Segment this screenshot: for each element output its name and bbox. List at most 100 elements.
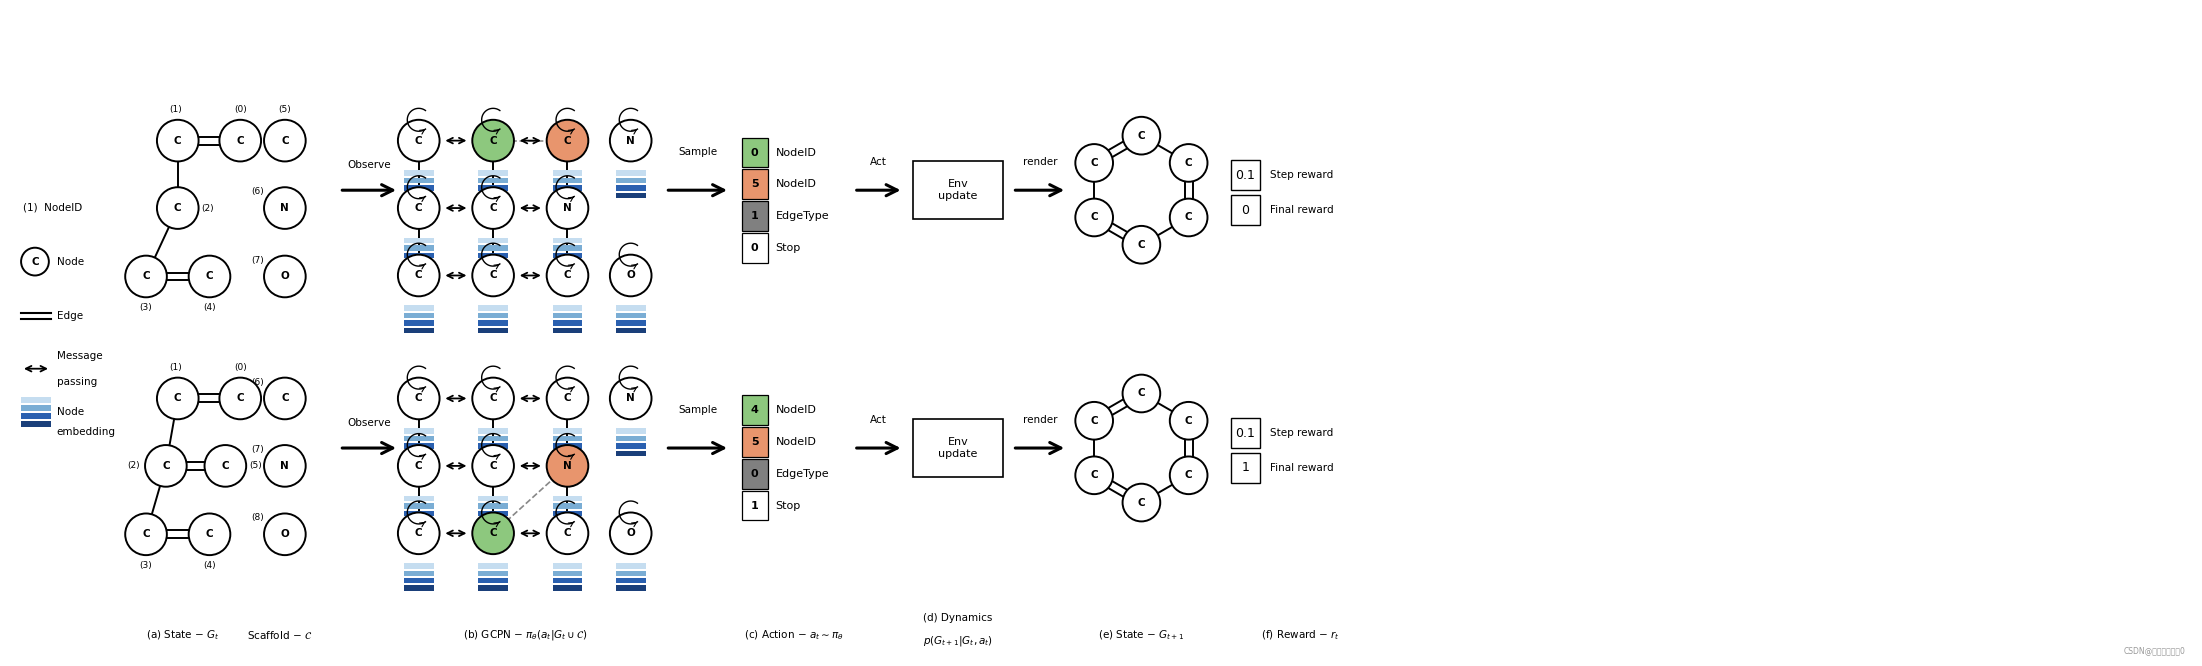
Circle shape bbox=[1169, 144, 1207, 182]
Bar bbox=[553, 320, 581, 326]
Text: (5): (5) bbox=[277, 105, 291, 114]
Bar bbox=[403, 170, 434, 176]
Text: NodeID: NodeID bbox=[775, 437, 817, 447]
Circle shape bbox=[264, 445, 306, 487]
Bar bbox=[617, 320, 645, 326]
Bar bbox=[617, 192, 645, 198]
Circle shape bbox=[126, 256, 167, 297]
Text: $p(G_{t+1}|G_t, a_t)$: $p(G_{t+1}|G_t, a_t)$ bbox=[923, 635, 993, 649]
Text: O: O bbox=[625, 528, 634, 538]
Text: Act: Act bbox=[870, 415, 887, 425]
Circle shape bbox=[156, 378, 198, 420]
Bar bbox=[617, 585, 645, 591]
Text: 0.1: 0.1 bbox=[1235, 168, 1255, 182]
Bar bbox=[553, 170, 581, 176]
Bar bbox=[403, 185, 434, 190]
Bar bbox=[553, 563, 581, 569]
Circle shape bbox=[156, 120, 198, 161]
Bar bbox=[478, 328, 509, 333]
Circle shape bbox=[264, 378, 306, 420]
Text: C: C bbox=[564, 136, 570, 146]
Circle shape bbox=[205, 445, 247, 487]
Bar bbox=[478, 436, 509, 441]
Bar bbox=[617, 450, 645, 456]
Text: Node: Node bbox=[57, 408, 84, 418]
Circle shape bbox=[126, 513, 167, 555]
Circle shape bbox=[22, 248, 48, 276]
Text: (3): (3) bbox=[139, 561, 152, 570]
Text: C: C bbox=[236, 394, 244, 404]
Text: Env
update: Env update bbox=[938, 438, 978, 459]
Bar bbox=[403, 585, 434, 591]
Text: O: O bbox=[625, 270, 634, 280]
Bar bbox=[22, 414, 51, 420]
Circle shape bbox=[1123, 226, 1160, 264]
Bar bbox=[742, 427, 768, 457]
Text: 1: 1 bbox=[751, 211, 757, 221]
Bar bbox=[1231, 161, 1260, 190]
Bar bbox=[478, 518, 509, 523]
Bar bbox=[617, 312, 645, 318]
Text: C: C bbox=[414, 136, 423, 146]
Bar bbox=[478, 170, 509, 176]
Bar bbox=[478, 305, 509, 310]
Bar bbox=[553, 518, 581, 523]
Text: C: C bbox=[174, 136, 181, 146]
Bar bbox=[478, 260, 509, 266]
Text: (0): (0) bbox=[233, 363, 247, 372]
Text: (1)  NodeID: (1) NodeID bbox=[22, 202, 81, 212]
Bar bbox=[403, 328, 434, 333]
Text: C: C bbox=[489, 270, 498, 280]
Bar bbox=[617, 305, 645, 310]
Text: N: N bbox=[280, 461, 288, 471]
Text: N: N bbox=[564, 461, 573, 471]
Text: 0: 0 bbox=[1242, 204, 1249, 216]
Bar bbox=[478, 245, 509, 250]
Bar bbox=[403, 563, 434, 569]
Text: Final reward: Final reward bbox=[1271, 463, 1334, 473]
Text: Stop: Stop bbox=[775, 242, 802, 252]
Circle shape bbox=[1075, 402, 1112, 440]
Text: C: C bbox=[236, 136, 244, 146]
Circle shape bbox=[399, 187, 440, 229]
Circle shape bbox=[546, 378, 588, 420]
Circle shape bbox=[546, 445, 588, 487]
Bar bbox=[553, 428, 581, 434]
Text: (e) State $-$ $G_{t+1}$: (e) State $-$ $G_{t+1}$ bbox=[1099, 629, 1185, 642]
Bar bbox=[617, 428, 645, 434]
Bar bbox=[403, 511, 434, 516]
Bar bbox=[403, 436, 434, 441]
Text: C: C bbox=[564, 270, 570, 280]
Text: 0: 0 bbox=[751, 469, 757, 479]
Text: (a) State $-$ $G_t$: (a) State $-$ $G_t$ bbox=[145, 629, 220, 642]
Text: C: C bbox=[143, 529, 150, 539]
Circle shape bbox=[264, 120, 306, 161]
Circle shape bbox=[1075, 198, 1112, 236]
Bar bbox=[403, 260, 434, 266]
Bar bbox=[478, 443, 509, 448]
Bar bbox=[553, 585, 581, 591]
Bar bbox=[478, 450, 509, 456]
Bar bbox=[403, 312, 434, 318]
Bar bbox=[403, 305, 434, 310]
Text: Edge: Edge bbox=[57, 311, 84, 321]
Bar bbox=[1231, 195, 1260, 225]
Text: C: C bbox=[282, 394, 288, 404]
Text: C: C bbox=[414, 203, 423, 213]
Text: render: render bbox=[1022, 157, 1057, 167]
Bar bbox=[403, 503, 434, 509]
Bar bbox=[403, 571, 434, 576]
Circle shape bbox=[471, 254, 513, 296]
Text: (3): (3) bbox=[139, 303, 152, 312]
Circle shape bbox=[1123, 117, 1160, 155]
Text: Message: Message bbox=[57, 351, 103, 361]
Text: passing: passing bbox=[57, 376, 97, 386]
Bar bbox=[478, 192, 509, 198]
Bar bbox=[553, 511, 581, 516]
Bar bbox=[478, 428, 509, 434]
Text: C: C bbox=[1138, 240, 1145, 250]
Text: C: C bbox=[174, 203, 181, 213]
Text: C: C bbox=[414, 394, 423, 404]
Text: Scaffold $-$ $\mathcal{C}$: Scaffold $-$ $\mathcal{C}$ bbox=[247, 629, 313, 641]
Circle shape bbox=[610, 513, 652, 554]
